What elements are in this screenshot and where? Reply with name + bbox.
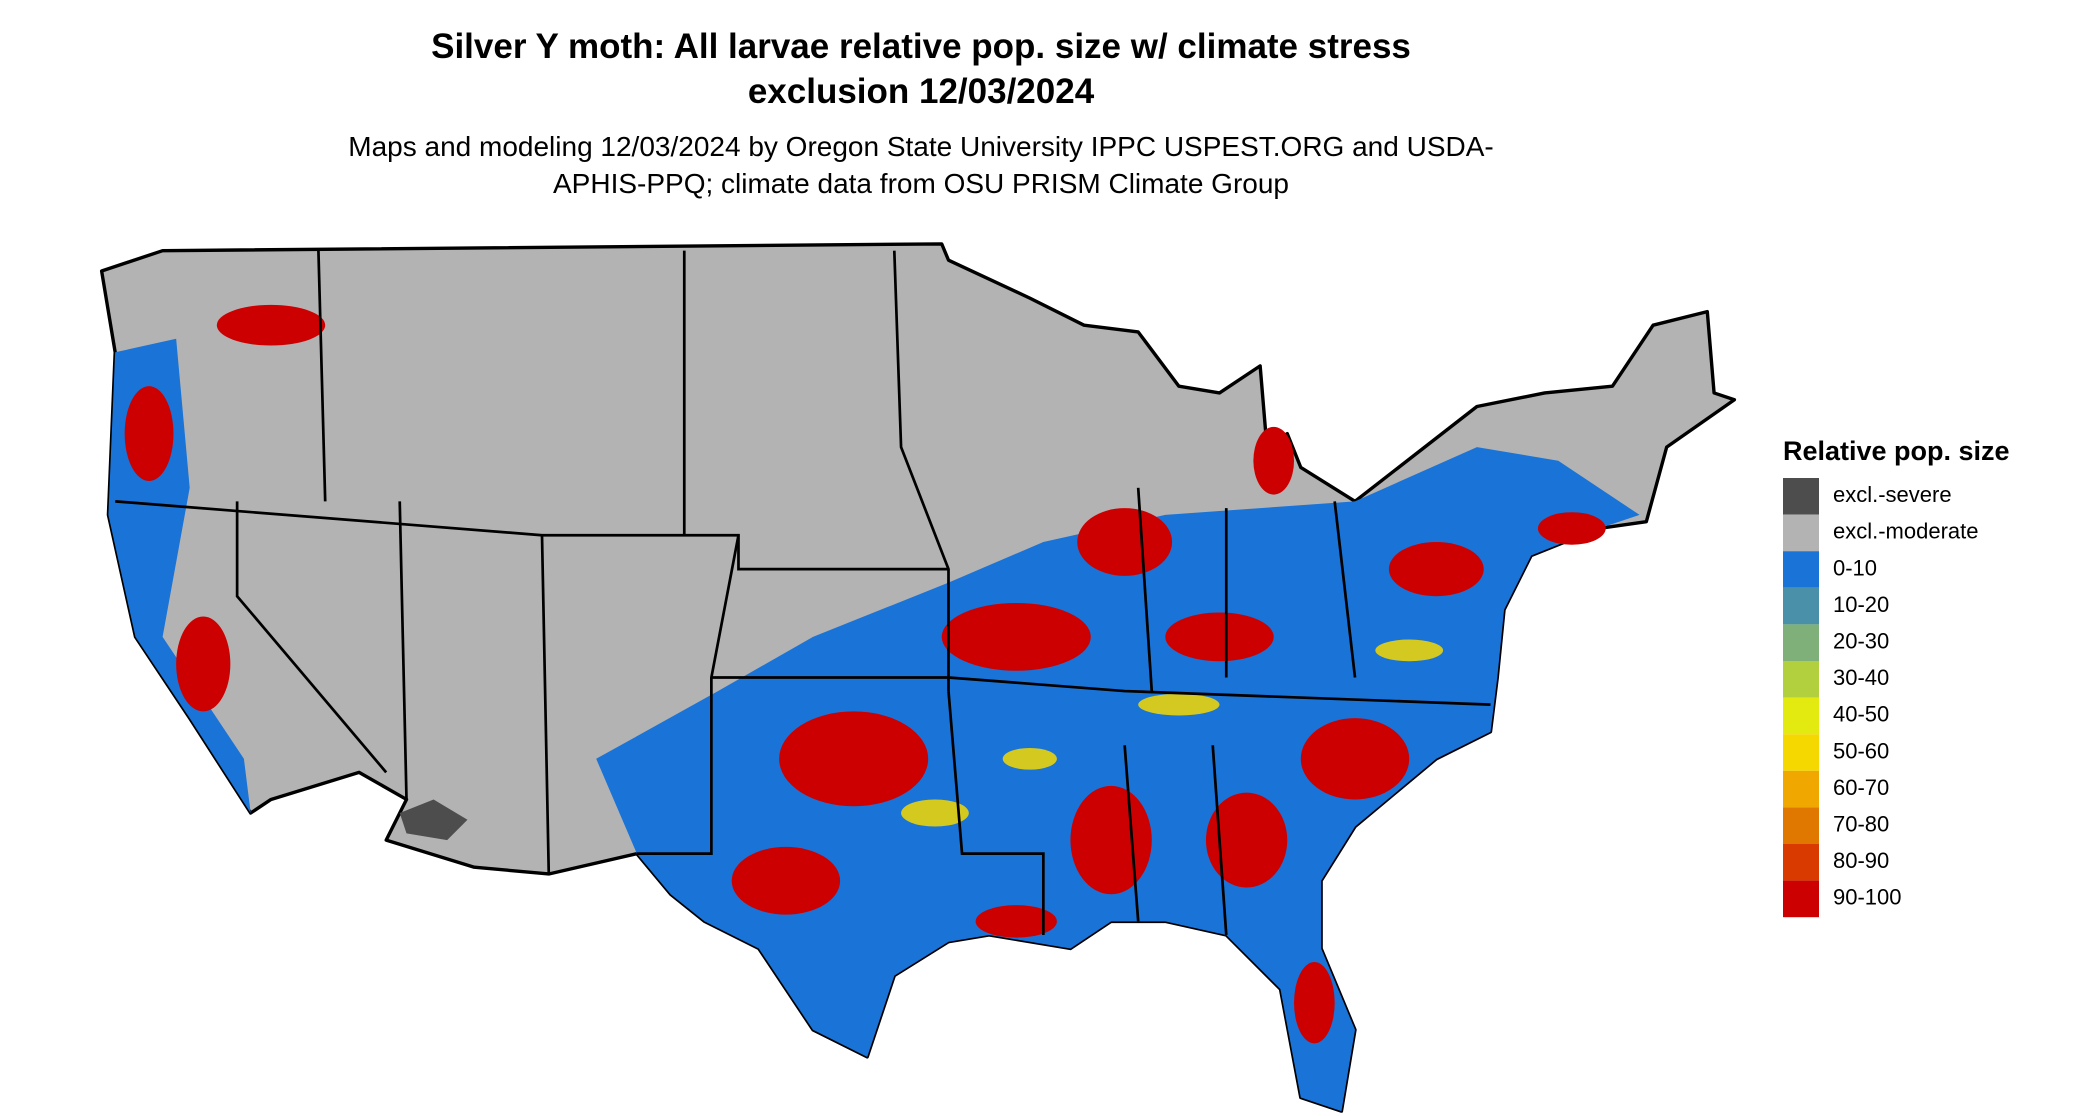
legend-swatch bbox=[1783, 697, 1819, 735]
legend-label: 40-50 bbox=[1833, 702, 1889, 727]
legend-label: excl.-severe bbox=[1833, 482, 1952, 507]
us-map bbox=[99, 242, 1737, 1113]
legend-swatch bbox=[1783, 661, 1819, 698]
legend-title: Relative pop. size bbox=[1783, 436, 2010, 466]
legend-label: 30-40 bbox=[1833, 665, 1889, 690]
legend-swatch bbox=[1783, 880, 1819, 918]
legend-label: 0-10 bbox=[1833, 555, 1877, 580]
legend-swatch bbox=[1783, 514, 1819, 552]
legend-swatch bbox=[1783, 770, 1819, 808]
legend-label: 60-70 bbox=[1833, 775, 1889, 800]
state-borders bbox=[115, 250, 1491, 936]
legend-swatch bbox=[1783, 807, 1819, 844]
legend-swatch bbox=[1783, 624, 1819, 661]
legend-swatch bbox=[1783, 844, 1819, 881]
legend-label: 90-100 bbox=[1833, 885, 1902, 910]
legend-label: 10-20 bbox=[1833, 592, 1889, 617]
map-subtitle: Maps and modeling 12/03/2024 by Oregon S… bbox=[348, 131, 1494, 199]
legend-label: 70-80 bbox=[1833, 812, 1889, 837]
legend-label: excl.-moderate bbox=[1833, 519, 1979, 544]
legend-label: 80-90 bbox=[1833, 848, 1889, 873]
map-title: Silver Y moth: All larvae relative pop. … bbox=[431, 27, 1411, 111]
legend: Relative pop. size excl.-severe excl.-mod… bbox=[1783, 436, 2010, 918]
legend-swatch bbox=[1783, 734, 1819, 771]
risk-overlay bbox=[108, 304, 1640, 1112]
legend-swatch bbox=[1783, 587, 1819, 625]
legend-label: 50-60 bbox=[1833, 738, 1889, 763]
legend-swatch bbox=[1783, 551, 1819, 588]
legend-label: 20-30 bbox=[1833, 629, 1889, 654]
legend-swatch bbox=[1783, 478, 1819, 515]
